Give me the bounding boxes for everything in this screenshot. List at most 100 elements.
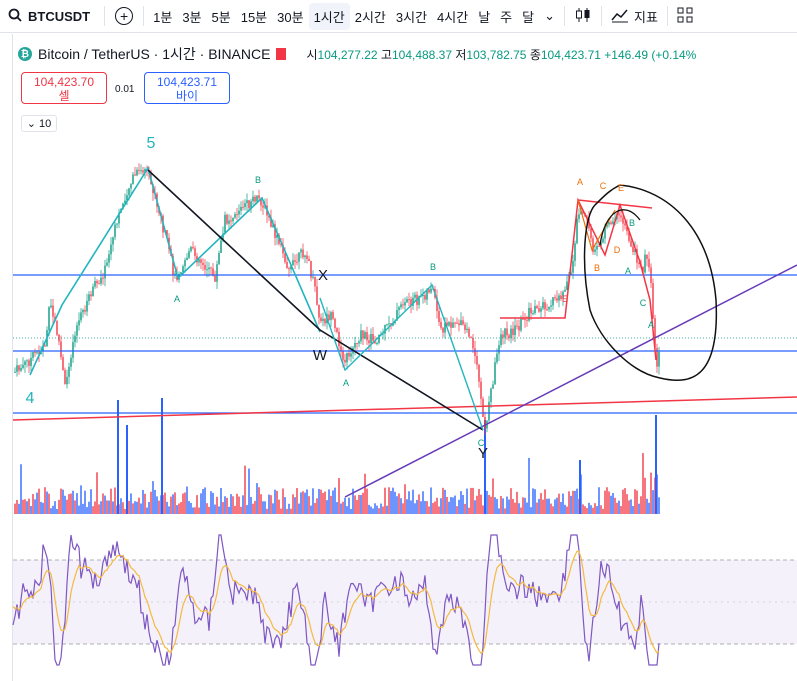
volume-bar [104, 495, 106, 514]
interval-3h[interactable]: 3시간 [395, 9, 428, 25]
candle-body [496, 353, 498, 363]
interval-week[interactable]: 주 [500, 9, 513, 25]
interval-day[interactable]: 날 [478, 9, 491, 25]
interval-3m[interactable]: 3분 [182, 9, 202, 25]
candle-body [192, 246, 194, 249]
volume-bar [42, 502, 44, 514]
volume-bar [396, 496, 398, 514]
label-e: E [618, 183, 624, 193]
volume-bar [394, 491, 396, 514]
candle-body [34, 352, 36, 354]
volume-bar [52, 505, 54, 514]
candle-body [498, 345, 500, 354]
volume-bar [572, 490, 574, 514]
candle-body [48, 307, 50, 331]
wave-lines [29, 166, 321, 376]
volume-bar [300, 492, 302, 514]
volume-bar [342, 501, 344, 514]
volume-bar [552, 506, 554, 514]
interval-2h[interactable]: 2시간 [354, 9, 386, 25]
volume-bar [142, 489, 144, 514]
volume-bar [542, 499, 544, 514]
interval-4h[interactable]: 4시간 [437, 9, 469, 25]
volume-bar [306, 489, 308, 514]
candle-body [398, 307, 400, 311]
volume-bar [130, 493, 132, 514]
candle-body [232, 217, 234, 222]
volume-bar [454, 495, 456, 514]
volume-bar [426, 501, 428, 514]
compare-add-icon[interactable]: + [115, 7, 134, 25]
candle-body [594, 249, 596, 252]
ohlc-values: 시104,277.22 고104,488.37 저103,782.75 종104… [306, 47, 697, 62]
candle-body [320, 317, 322, 321]
candle-body [134, 174, 136, 176]
candle-body [428, 289, 430, 293]
volume-bar [584, 506, 586, 514]
buy-button[interactable]: 104,423.71 바이 [144, 72, 230, 104]
volume-bar [356, 499, 358, 514]
volume-bar [146, 507, 148, 514]
candle-body [566, 281, 568, 290]
indicators-collapse-button[interactable]: ⌄ 10 [21, 115, 57, 132]
candle-body [14, 371, 16, 373]
interval-15m[interactable]: 15분 [240, 9, 268, 25]
candle-body [538, 308, 540, 312]
volume-bar [550, 503, 552, 514]
volume-bar [628, 500, 630, 514]
flag-icon[interactable] [276, 48, 287, 60]
candle-body [572, 260, 574, 273]
volume-bar [640, 496, 642, 514]
label-c: C [640, 298, 647, 308]
volume-bar [568, 491, 570, 514]
volume-bar [314, 502, 316, 514]
candle-body [140, 170, 142, 172]
candle-body [590, 228, 592, 239]
candle-body [332, 312, 334, 319]
candle-body [444, 322, 446, 333]
interval-5m[interactable]: 5분 [211, 9, 231, 25]
volume-bar [302, 491, 304, 514]
chevron-down-icon[interactable]: ⌄ [544, 8, 555, 23]
sell-button[interactable]: 104,423.70 셀 [21, 72, 107, 104]
candle-body [592, 238, 594, 252]
candle-body [32, 352, 34, 358]
candle-body [184, 260, 186, 267]
candle-body [106, 262, 108, 266]
candle-body [116, 223, 118, 225]
candle-body [462, 320, 464, 325]
volume-bar [496, 498, 498, 514]
interval-30m[interactable]: 30분 [277, 9, 304, 25]
search-icon [8, 8, 22, 25]
candle-style-icon[interactable] [569, 3, 597, 30]
candle-body [562, 291, 564, 299]
candle-body [242, 206, 244, 208]
volume-bar [290, 508, 292, 514]
interval-1h[interactable]: 1시간 [308, 2, 350, 30]
indicators-button[interactable]: 지표 [606, 3, 663, 30]
volume-bar [490, 496, 492, 514]
volume-bar [22, 499, 24, 514]
candle-body [610, 222, 612, 224]
candle-body [570, 272, 572, 275]
interval-1m[interactable]: 1분 [153, 9, 173, 25]
interval-month[interactable]: 달 [522, 9, 535, 25]
volume-bar [72, 490, 74, 514]
volume-bar [298, 503, 300, 514]
volume-bar [346, 506, 348, 514]
candle-body [206, 269, 208, 271]
candle-body [74, 335, 76, 343]
candle-body [504, 328, 506, 338]
symbol-search-button[interactable]: BTCUSDT [0, 8, 100, 25]
volume-bar [456, 506, 458, 514]
candle-body [632, 246, 634, 252]
candle-body [636, 249, 638, 263]
volume-bar [336, 502, 338, 514]
candle-body [356, 342, 358, 344]
layout-grid-icon[interactable] [672, 3, 698, 30]
volume-bar [106, 500, 108, 514]
volume-bar [634, 489, 636, 514]
volume-bar [218, 506, 220, 514]
candle-body [182, 266, 184, 273]
